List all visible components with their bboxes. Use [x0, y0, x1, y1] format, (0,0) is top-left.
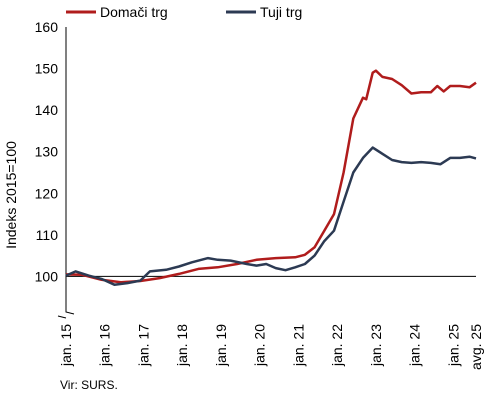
y-tick-label: 110 — [36, 227, 59, 243]
y-tick-label: 150 — [35, 61, 59, 77]
x-tick-label: jan. 16 — [97, 324, 113, 367]
x-tick-label: jan. 22 — [329, 324, 345, 367]
legend-label-domaci-trg: Domači trg — [100, 4, 168, 20]
series-line-domaci-trg — [65, 69, 477, 284]
x-tick-label: avg. 25 — [468, 324, 484, 370]
x-tick-label: jan. 21 — [290, 324, 306, 367]
y-axis-title: Indeks 2015=100 — [3, 141, 19, 249]
x-tick-label: jan. 15 — [58, 324, 74, 367]
axis-break-mark — [57, 306, 75, 319]
x-tick-label: jan. 24 — [407, 324, 423, 367]
x-tick-label: jan. 20 — [252, 324, 268, 367]
x-tick-label: jan. 23 — [368, 324, 384, 367]
y-tick-label: 120 — [35, 185, 59, 201]
y-tick-label: 160 — [35, 19, 59, 35]
x-tick-label: jan. 25 — [445, 324, 461, 367]
series-layer — [65, 69, 477, 286]
y-tick-label: 130 — [35, 144, 59, 160]
y-tick-label: 140 — [35, 102, 59, 118]
x-tick-label: jan. 18 — [174, 324, 190, 367]
x-tick-label: jan. 19 — [213, 324, 229, 367]
y-tick-label: 100 — [35, 268, 59, 284]
legend-label-tuji-trg: Tuji trg — [260, 4, 302, 20]
source-note: Vir: SURS. — [60, 378, 118, 392]
y-axis: 100 110 120 130 140 150 160 — [35, 19, 59, 284]
x-tick-label: jan. 17 — [135, 324, 151, 367]
x-axis: jan. 15 jan. 16 jan. 17 jan. 18 jan. 19 jan. … — [58, 324, 484, 370]
series-line-tuji-trg — [65, 146, 477, 286]
legend: Domači trg Tuji trg — [66, 4, 302, 20]
